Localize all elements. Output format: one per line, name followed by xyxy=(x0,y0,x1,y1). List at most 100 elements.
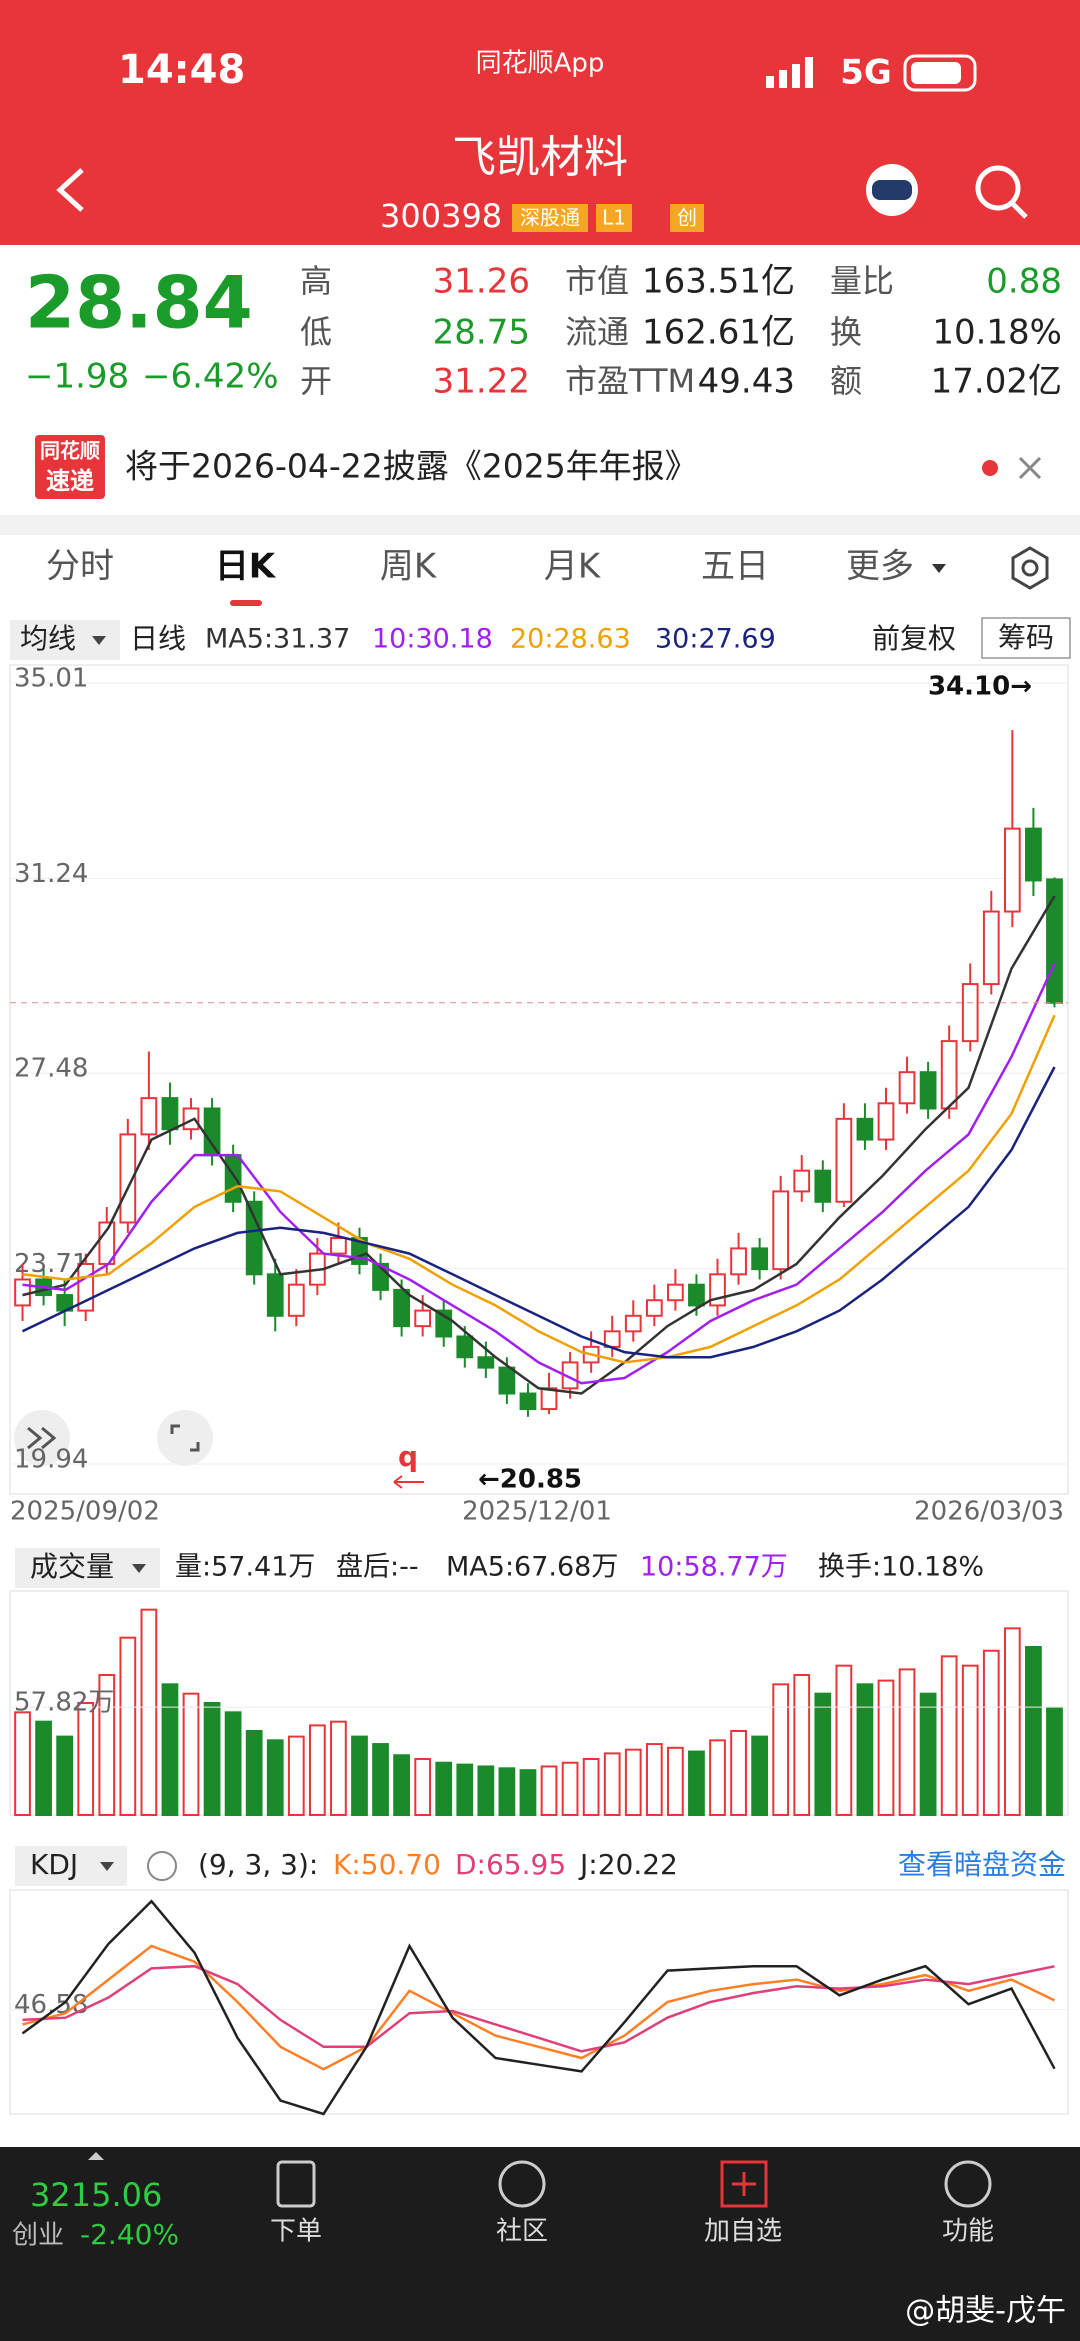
nav-label[interactable]: 加自选 xyxy=(704,2217,782,2247)
volume-bar xyxy=(603,1752,621,1817)
nav-label[interactable]: 社区 xyxy=(496,2217,548,2247)
stock-tag: L1 xyxy=(602,206,626,230)
volume-bar xyxy=(203,1702,221,1816)
volume-bar xyxy=(645,1743,663,1816)
ma-selector: 均线 xyxy=(20,622,76,655)
volume-bar xyxy=(1025,1646,1042,1816)
volume-header-item: 换手:10.18% xyxy=(818,1552,984,1583)
stat-label: 换 xyxy=(830,313,862,351)
fullscreen-button[interactable] xyxy=(157,1410,213,1466)
change: −1.98 xyxy=(25,357,129,397)
candle-body xyxy=(877,1102,895,1141)
stat-value: 162.61亿 xyxy=(642,313,795,353)
notice-logo-top: 同花顺 xyxy=(40,439,100,463)
battery-level xyxy=(911,62,961,84)
nav-icon-watchlist[interactable] xyxy=(720,2160,768,2208)
nav-label[interactable]: 下单 xyxy=(270,2217,322,2247)
tab[interactable]: 日K xyxy=(215,547,277,587)
volume-frame xyxy=(9,1590,1069,1816)
stat-value: 0.88 xyxy=(986,262,1062,302)
candle-body xyxy=(140,1097,158,1136)
y-tick-label: 57.82万 xyxy=(14,1688,114,1718)
volume-bar xyxy=(814,1692,832,1816)
volume-bar xyxy=(751,1735,769,1816)
candle-body xyxy=(835,1117,853,1203)
nav-icon-order[interactable] xyxy=(276,2160,316,2208)
ma-selector-arrow xyxy=(92,636,106,645)
volume-bar xyxy=(877,1679,895,1816)
volume-bar xyxy=(140,1608,158,1816)
volume-bar xyxy=(330,1720,347,1816)
x-date-label: 2025/09/02 xyxy=(10,1497,160,1527)
stat-label: 高 xyxy=(300,262,332,300)
nav-icon-functions[interactable] xyxy=(944,2160,992,2208)
volume-header-item: 盘后:-- xyxy=(336,1552,419,1583)
candle-body xyxy=(772,1190,790,1271)
settings-button[interactable] xyxy=(1011,546,1049,590)
chips[interactable]: 筹码 xyxy=(998,621,1054,654)
search-button[interactable] xyxy=(975,165,1021,211)
volume-bar xyxy=(287,1735,305,1816)
chips-button[interactable] xyxy=(981,617,1071,659)
candle-body xyxy=(287,1283,305,1317)
volume-bar xyxy=(561,1761,579,1816)
candle-body xyxy=(245,1200,263,1276)
stock-tag: 创 xyxy=(677,206,697,230)
nav-label[interactable]: 功能 xyxy=(942,2217,994,2247)
candle-body xyxy=(203,1107,221,1157)
more-arrow xyxy=(932,564,946,573)
notice-text[interactable]: 将于2026-04-22披露《2025年年报》 xyxy=(125,447,698,486)
volume-bar xyxy=(245,1730,263,1816)
volume-bar xyxy=(224,1711,242,1817)
stat-value: 17.02亿 xyxy=(931,362,1062,402)
adjust[interactable]: 前复权 xyxy=(872,622,956,655)
fullscreen-glyph xyxy=(170,1424,200,1452)
index-name: 创业 xyxy=(12,2221,64,2251)
tab[interactable]: 更多 xyxy=(846,547,914,587)
volume-bar xyxy=(372,1743,389,1816)
volume-header-item: 量:57.41万 xyxy=(175,1552,315,1583)
y-tick-label: 19.94 xyxy=(14,1445,88,1475)
stat-value: 31.22 xyxy=(433,362,530,402)
volume-bar xyxy=(14,1711,31,1817)
tab[interactable]: 月K xyxy=(544,547,602,587)
tab[interactable]: 五日 xyxy=(701,547,769,587)
ma-legend-item: 20:28.63 xyxy=(510,624,631,655)
volume-bar xyxy=(77,1702,95,1816)
volume-bar xyxy=(182,1692,200,1816)
candle-body xyxy=(919,1071,937,1110)
candle-body xyxy=(330,1237,347,1255)
stock-tag-box xyxy=(596,204,632,232)
kdj-help[interactable] xyxy=(147,1851,177,1881)
price: 28.84 xyxy=(25,261,253,345)
nav-icon-plus xyxy=(732,2172,756,2196)
battery-icon xyxy=(903,54,977,92)
back-button[interactable] xyxy=(56,168,84,212)
kdj-line xyxy=(21,1899,1056,2116)
tab[interactable]: 分时 xyxy=(46,547,114,587)
ma-line xyxy=(22,895,1056,1395)
kdj-params: (9, 3, 3): xyxy=(198,1848,318,1881)
stat-value: 10.18% xyxy=(932,313,1062,353)
search-handle xyxy=(1010,201,1028,219)
stat-label: 低 xyxy=(300,313,332,351)
notice-logo-bottom: 速递 xyxy=(46,467,94,495)
stock-tag-box xyxy=(670,204,704,232)
kdj-link[interactable]: 查看暗盘资金 xyxy=(898,1848,1066,1881)
x-date-label: 2026/03/03 xyxy=(914,1497,1064,1527)
nav-icon-community[interactable] xyxy=(498,2160,546,2208)
robot-face xyxy=(872,180,912,200)
settings-center xyxy=(1021,559,1039,577)
notice-close[interactable] xyxy=(1018,456,1042,480)
marker-arrow xyxy=(393,1475,424,1489)
candle-body xyxy=(14,1278,31,1307)
volume-bar xyxy=(624,1748,642,1816)
kdj-title: KDJ xyxy=(30,1848,78,1881)
watermark: @胡斐-戊午 xyxy=(905,2294,1066,2329)
bottom-bar xyxy=(0,2147,1080,2341)
kdj-legend: D:65.95 xyxy=(455,1848,566,1881)
candle-body xyxy=(751,1247,769,1271)
volume-bar xyxy=(940,1655,958,1817)
tab[interactable]: 周K xyxy=(380,547,438,587)
